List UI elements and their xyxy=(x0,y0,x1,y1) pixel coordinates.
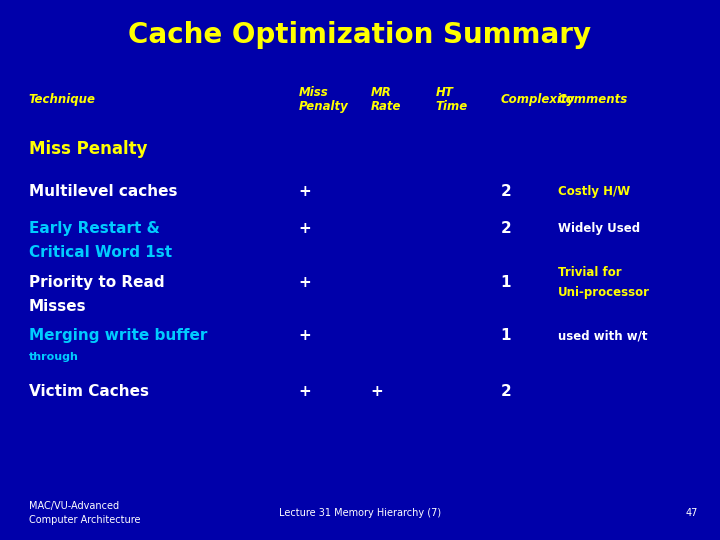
Text: 2: 2 xyxy=(500,221,511,236)
Text: Cache Optimization Summary: Cache Optimization Summary xyxy=(128,21,592,49)
Text: Miss
Penalty: Miss Penalty xyxy=(299,86,348,113)
Text: Widely Used: Widely Used xyxy=(558,222,640,235)
Text: Trivial for: Trivial for xyxy=(558,266,621,279)
Text: Technique: Technique xyxy=(29,93,96,106)
Text: +: + xyxy=(299,221,312,236)
Text: 1: 1 xyxy=(500,275,511,290)
Text: Miss Penalty: Miss Penalty xyxy=(29,139,148,158)
Text: +: + xyxy=(299,384,312,399)
Text: Lecture 31 Memory Hierarchy (7): Lecture 31 Memory Hierarchy (7) xyxy=(279,508,441,518)
Text: 1: 1 xyxy=(500,328,511,343)
Text: +: + xyxy=(299,184,312,199)
Text: 2: 2 xyxy=(500,384,511,399)
Text: Victim Caches: Victim Caches xyxy=(29,384,149,399)
Text: Early Restart &: Early Restart & xyxy=(29,221,160,236)
Text: Critical Word 1st: Critical Word 1st xyxy=(29,245,172,260)
Text: used with w/t: used with w/t xyxy=(558,329,647,342)
Text: Comments: Comments xyxy=(558,93,629,106)
Text: Costly H/W: Costly H/W xyxy=(558,185,630,198)
Text: +: + xyxy=(299,275,312,290)
Text: +: + xyxy=(371,384,384,399)
Text: +: + xyxy=(299,328,312,343)
Text: HT
Time: HT Time xyxy=(436,86,468,113)
Text: MR
Rate: MR Rate xyxy=(371,86,401,113)
Text: Multilevel caches: Multilevel caches xyxy=(29,184,177,199)
Text: Uni-processor: Uni-processor xyxy=(558,286,650,299)
Text: Misses: Misses xyxy=(29,299,86,314)
Text: through: through xyxy=(29,353,78,362)
Text: MAC/VU-Advanced
Computer Architecture: MAC/VU-Advanced Computer Architecture xyxy=(29,502,140,524)
Text: Complexity: Complexity xyxy=(500,93,575,106)
Text: 2: 2 xyxy=(500,184,511,199)
Text: 47: 47 xyxy=(686,508,698,518)
Text: Merging write buffer: Merging write buffer xyxy=(29,328,207,343)
Text: Priority to Read: Priority to Read xyxy=(29,275,164,290)
